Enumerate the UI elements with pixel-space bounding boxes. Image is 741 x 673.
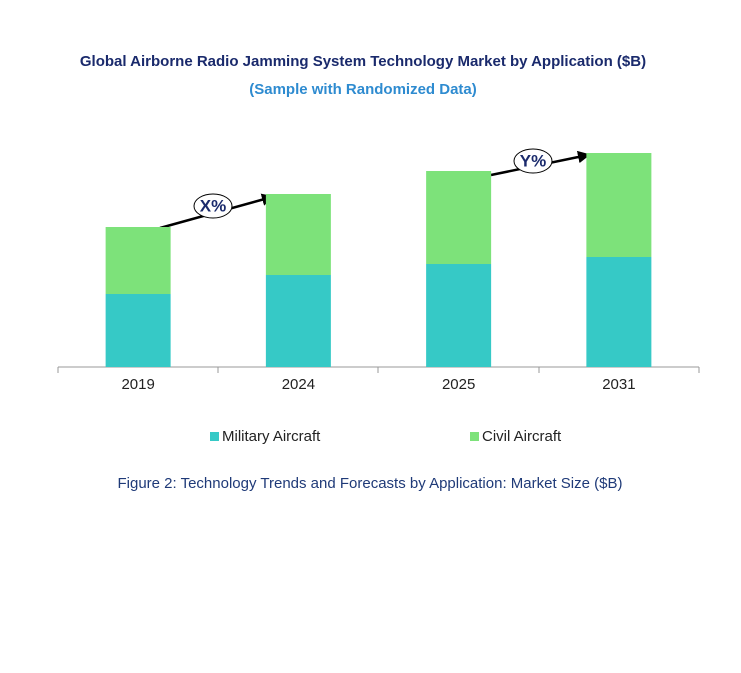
legend-label: Civil Aircraft bbox=[482, 428, 562, 445]
annotation: X% bbox=[200, 196, 226, 215]
annotation: Y% bbox=[520, 151, 546, 170]
chart-subtitle: (Sample with Randomized Data) bbox=[249, 81, 477, 98]
legend-swatch bbox=[470, 432, 479, 441]
caption: Figure 2: Technology Trends and Forecast… bbox=[118, 475, 623, 492]
bar-segment bbox=[265, 275, 331, 367]
x-tick-label: 2031 bbox=[602, 376, 635, 393]
legend-swatch bbox=[210, 432, 219, 441]
legend-label: Military Aircraft bbox=[222, 428, 321, 445]
annotation-bubble bbox=[513, 148, 553, 174]
bar-segment bbox=[105, 294, 171, 367]
bar-segment bbox=[265, 194, 331, 275]
bar-segment bbox=[426, 264, 492, 367]
bar-segment bbox=[586, 153, 652, 257]
x-tick-label: 2025 bbox=[442, 376, 475, 393]
bar-segment bbox=[586, 257, 652, 367]
bar-segment bbox=[105, 227, 171, 294]
annotation-bubble bbox=[193, 193, 233, 219]
x-tick-label: 2024 bbox=[282, 376, 315, 393]
chart-title: Global Airborne Radio Jamming System Tec… bbox=[80, 53, 646, 70]
x-tick-label: 2019 bbox=[121, 376, 154, 393]
axis bbox=[57, 366, 700, 373]
bar-segment bbox=[426, 171, 492, 264]
